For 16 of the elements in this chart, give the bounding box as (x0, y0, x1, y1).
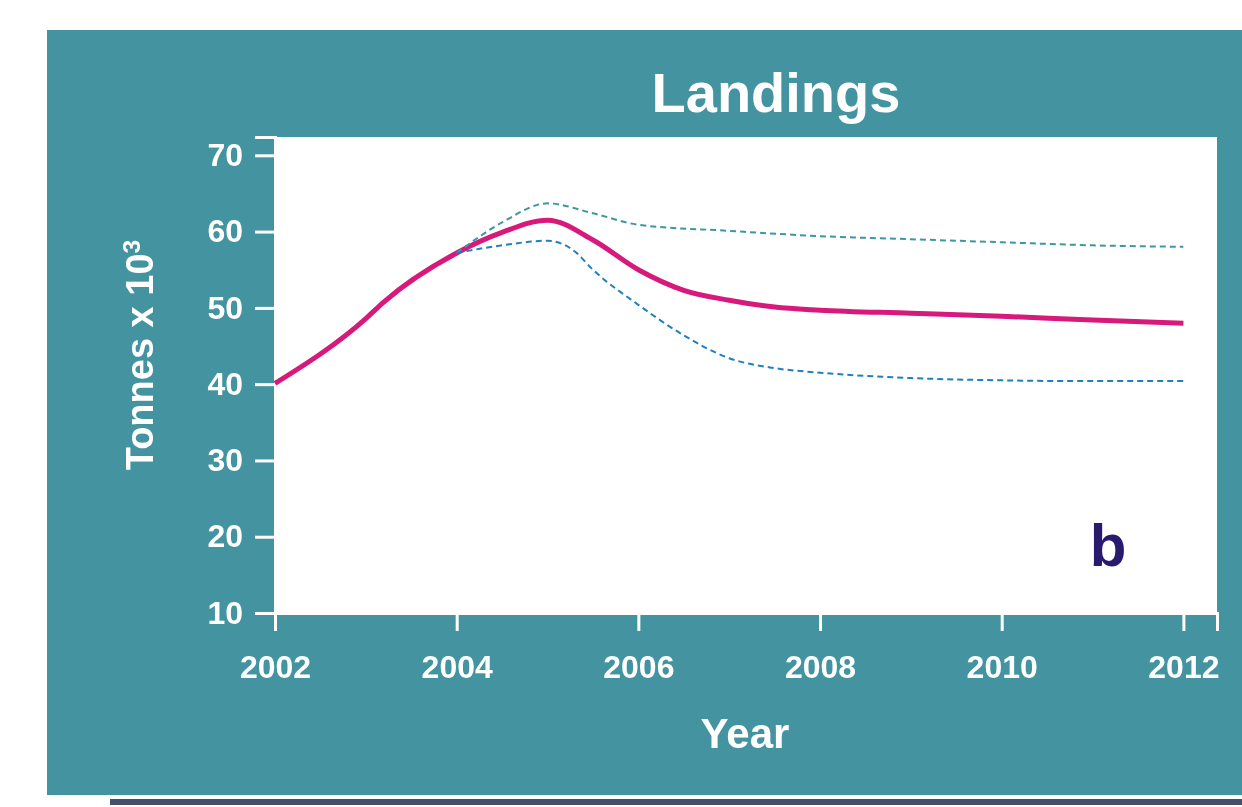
chart-title: Landings (651, 61, 901, 124)
y-tick-label: 30 (207, 442, 243, 479)
x-tick-label: 2006 (603, 648, 675, 685)
x-tick-label: 2008 (784, 648, 857, 685)
y-tick-label: 20 (207, 518, 243, 555)
y-tick-label: 40 (207, 365, 243, 402)
annotation: b (1089, 512, 1127, 579)
x-tick-label: 2010 (966, 648, 1038, 685)
y-tick-label: 70 (207, 137, 243, 174)
y-tick-label: 10 (207, 594, 243, 631)
x-tick-label: 2002 (239, 648, 312, 685)
x-tick-label: 2012 (1148, 648, 1220, 685)
y-tick-label: 60 (207, 213, 243, 250)
x-axis-title: Year (700, 710, 790, 757)
y-tick-label: 50 (207, 289, 243, 326)
x-tick-label: 2004 (421, 648, 493, 685)
